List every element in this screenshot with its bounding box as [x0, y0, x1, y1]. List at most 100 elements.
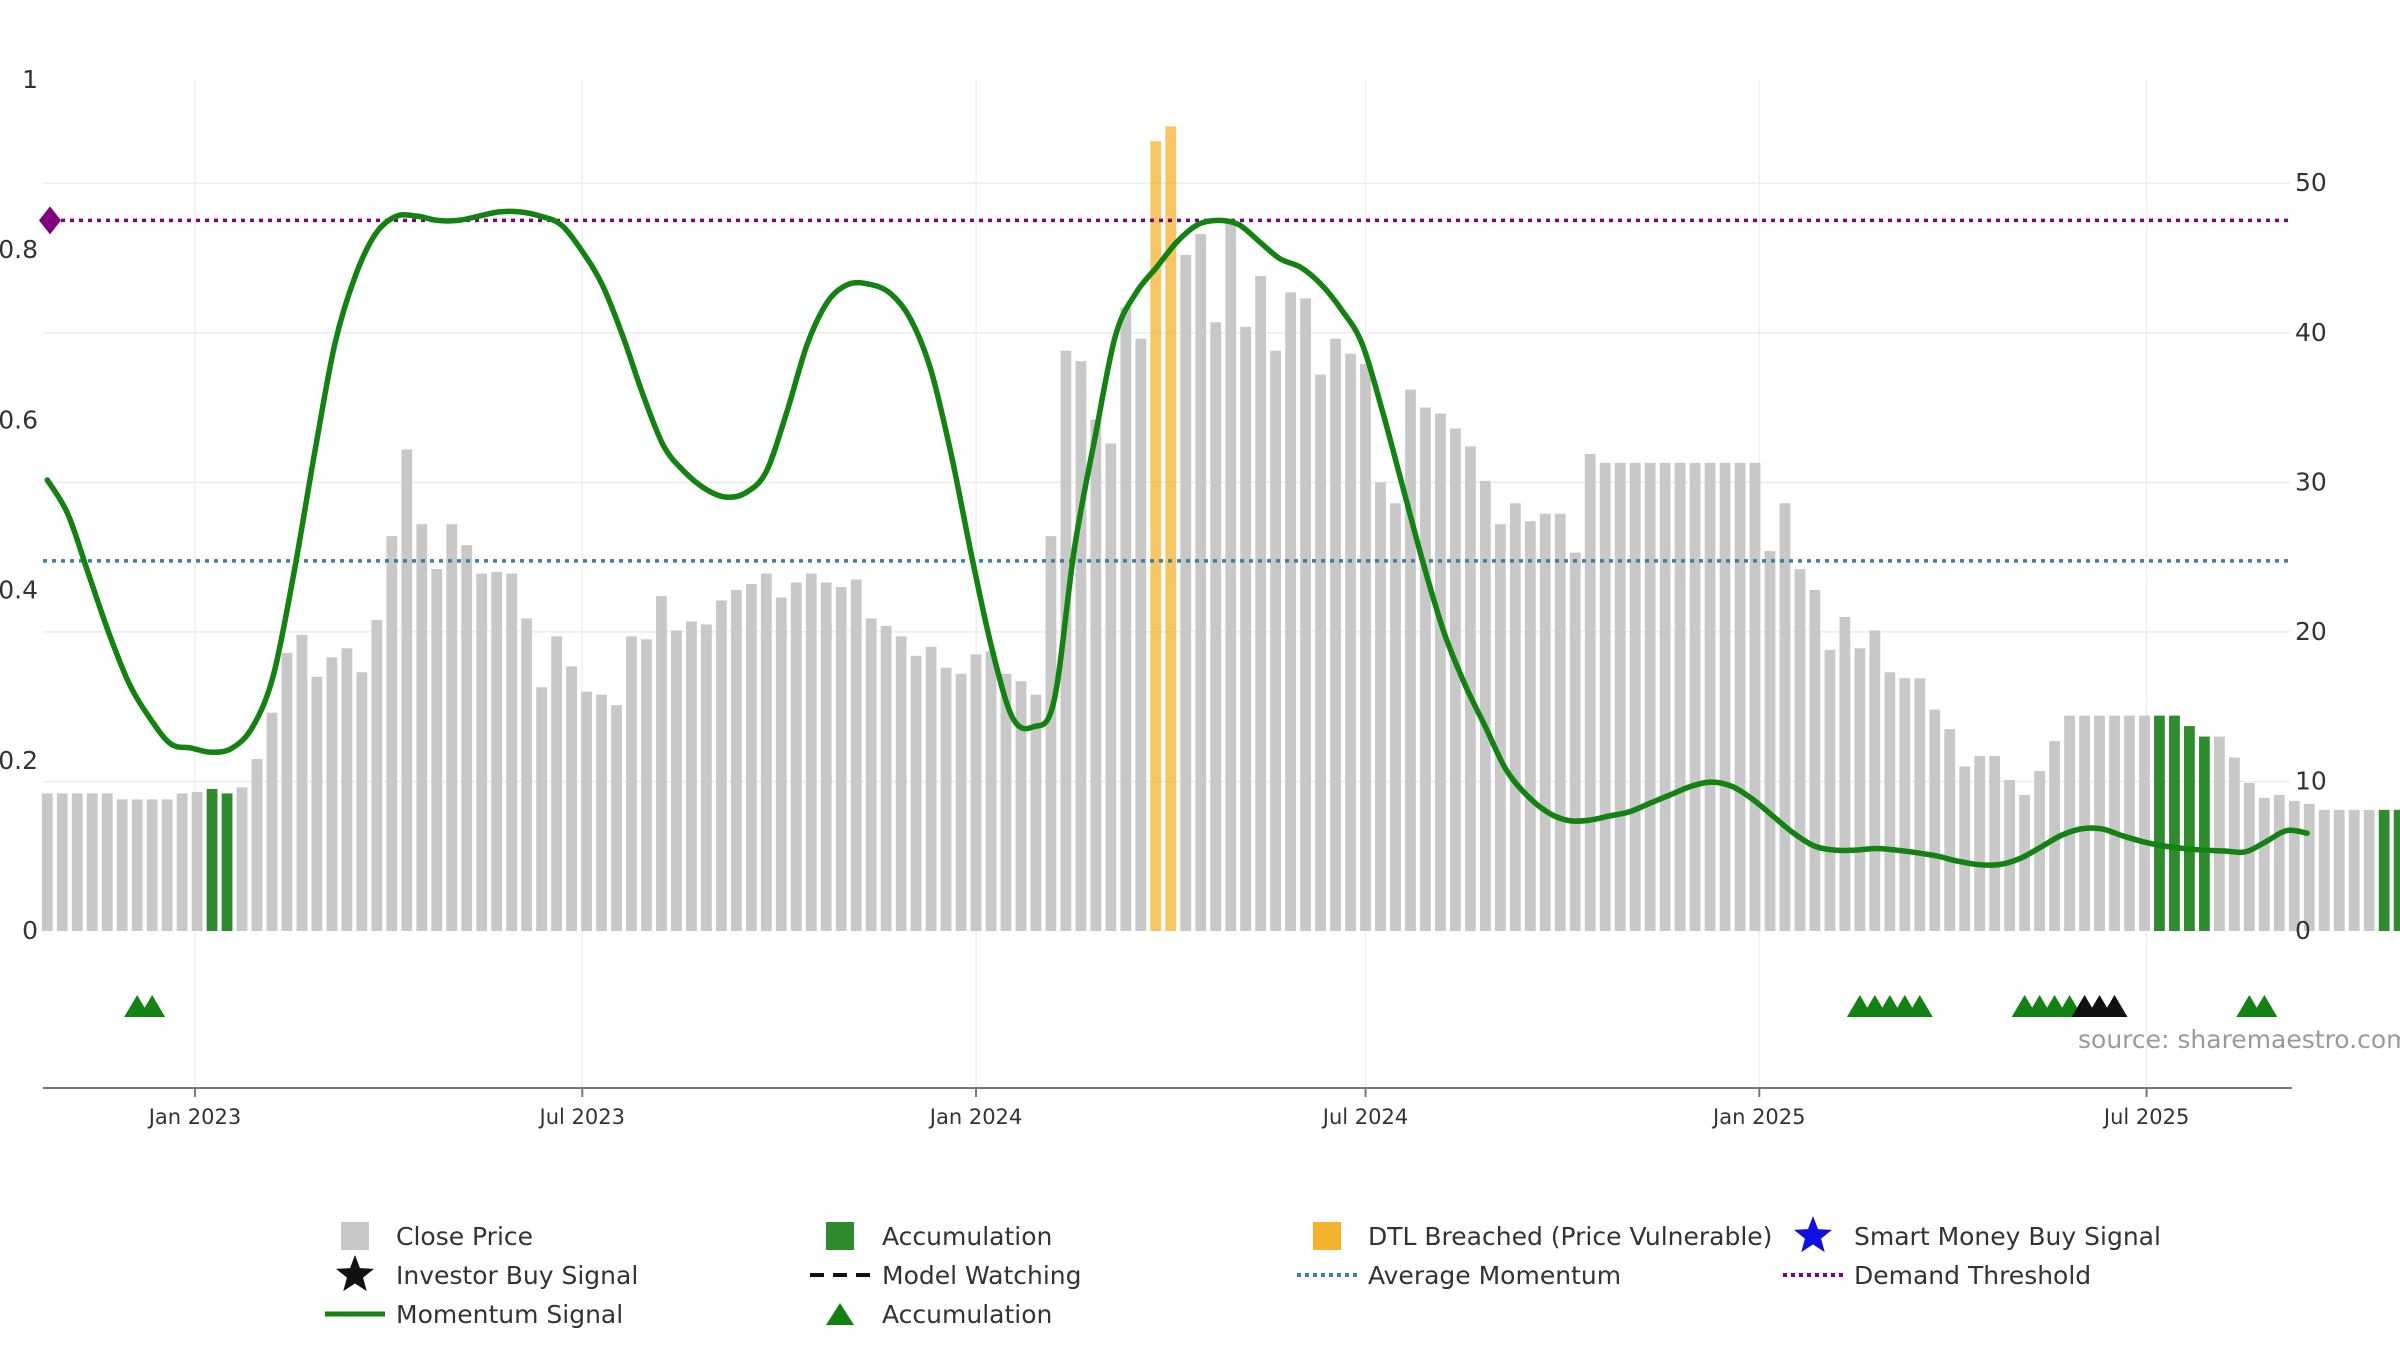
bar-40: [641, 639, 652, 931]
bar-2: [71, 793, 83, 931]
bar-57: [895, 636, 907, 931]
bar-91: [1405, 389, 1416, 931]
momentum-line: [44, 208, 2310, 868]
bar-70: [1090, 419, 1102, 931]
legend-label-8: Momentum Signal: [396, 1300, 623, 1329]
bar-99: [1524, 521, 1536, 931]
reference-lines: [39, 206, 2290, 563]
bar-114: [1749, 462, 1761, 931]
bar-17: [296, 634, 308, 931]
demand-threshold-marker: [39, 206, 61, 235]
bar-56: [880, 625, 892, 931]
bar-144: [2199, 736, 2210, 931]
bar-6: [131, 799, 143, 931]
x-tick-label-1: Jul 2023: [538, 1105, 625, 1129]
bar-35: [566, 666, 577, 931]
bar-149: [2273, 794, 2285, 931]
bar-102: [1569, 552, 1581, 931]
bar-71: [1105, 443, 1117, 931]
bar-116: [1779, 503, 1791, 931]
left-tick-label-5: 1: [22, 65, 38, 94]
bar-32: [521, 618, 533, 931]
bar-10: [191, 791, 203, 931]
bar-18: [311, 676, 323, 931]
bar-150: [2288, 800, 2300, 931]
bar-82: [1270, 350, 1282, 932]
bar-121: [1854, 648, 1866, 931]
bar-79: [1225, 222, 1237, 932]
bar-83: [1285, 292, 1297, 931]
bar-3: [86, 793, 98, 931]
legend-label-3: Smart Money Buy Signal: [1854, 1222, 2161, 1251]
bar-153: [2333, 809, 2345, 931]
legend-label-9: Accumulation: [882, 1300, 1052, 1329]
bar-136: [2079, 715, 2090, 931]
bar-46: [730, 590, 742, 931]
bar-5: [116, 799, 128, 931]
legend-symbol-4: [335, 1255, 375, 1292]
bar-157: [2393, 809, 2400, 931]
bar-89: [1375, 482, 1386, 931]
x-tick-label-2: Jan 2024: [928, 1105, 1023, 1129]
legend-symbol-2: [1313, 1222, 1341, 1250]
bar-100: [1539, 513, 1551, 931]
bar-23: [386, 536, 398, 931]
bar-129: [1974, 756, 1986, 931]
x-tick-label-5: Jul 2025: [2102, 1105, 2189, 1129]
bar-68: [1060, 350, 1072, 932]
bar-142: [2169, 715, 2180, 931]
bar-110: [1689, 462, 1701, 931]
bar-146: [2228, 757, 2240, 931]
bar-94: [1450, 428, 1461, 931]
bar-53: [835, 587, 847, 931]
bar-109: [1674, 462, 1686, 931]
right-tick-label-1: 10: [2295, 766, 2327, 795]
bar-148: [2258, 797, 2270, 931]
bar-77: [1195, 234, 1207, 931]
bar-117: [1794, 569, 1806, 931]
bar-81: [1255, 275, 1267, 931]
bar-54: [850, 579, 862, 931]
bar-7: [146, 799, 158, 931]
bar-67: [1045, 536, 1057, 931]
bar-80: [1240, 326, 1252, 932]
bar-66: [1030, 694, 1042, 931]
bar-65: [1015, 681, 1027, 931]
bar-48: [760, 573, 772, 931]
right-tick-label-0: 0: [2295, 916, 2311, 945]
bar-44: [701, 624, 712, 931]
bar-113: [1734, 462, 1746, 931]
bar-74: [1150, 141, 1162, 932]
bar-156: [2378, 809, 2390, 931]
bar-151: [2303, 803, 2315, 931]
accumulation-marker-6: [1906, 995, 1933, 1017]
bar-84: [1300, 298, 1311, 931]
bar-138: [2109, 715, 2120, 931]
momentum-line-group: [44, 208, 2310, 868]
bar-98: [1509, 503, 1521, 931]
bar-127: [1944, 729, 1956, 931]
bar-20: [341, 648, 353, 931]
bar-125: [1914, 678, 1926, 931]
bar-120: [1839, 616, 1851, 931]
bar-132: [2019, 794, 2031, 931]
bar-1: [56, 793, 68, 931]
x-tick-label-3: Jul 2024: [1321, 1105, 1408, 1129]
signal-markers: [124, 995, 2278, 1017]
bar-122: [1869, 630, 1881, 931]
bar-112: [1719, 462, 1731, 931]
legend-label-4: Investor Buy Signal: [396, 1261, 638, 1290]
bar-108: [1659, 462, 1671, 931]
source-label: source: sharemaestro.com: [2078, 1025, 2400, 1054]
legend-symbol-3: [1793, 1216, 1833, 1253]
bar-88: [1360, 364, 1371, 932]
bar-47: [745, 584, 757, 931]
bar-16: [281, 652, 293, 931]
bar-75: [1165, 126, 1177, 932]
legend-symbol-9: [826, 1303, 854, 1325]
bar-152: [2318, 809, 2330, 931]
bar-51: [805, 573, 817, 931]
axes: Jan 2023 Jul 2023 Jan 2024 Jul 2024 Jan 2025…: [0, 65, 2327, 1129]
bar-104: [1599, 462, 1611, 931]
